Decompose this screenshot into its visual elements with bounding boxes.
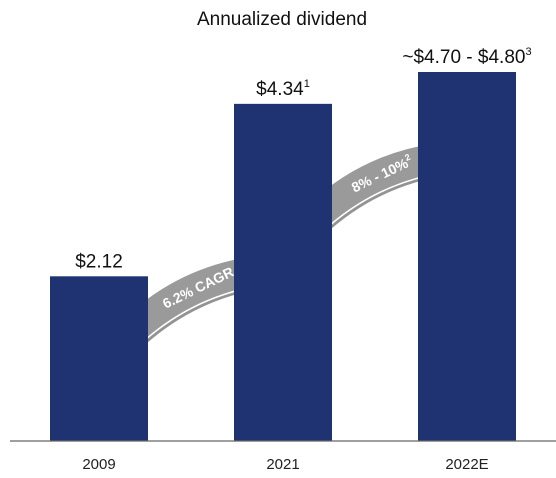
labels-layer: $2.12 $4.341 ~$4.70 - $4.803	[75, 46, 531, 272]
x-tick-2021: 2021	[266, 456, 299, 473]
data-label-2021: $4.341	[256, 78, 310, 100]
x-tick-2009: 2009	[82, 456, 115, 473]
bar-2009	[50, 276, 148, 441]
ticks-layer: 2009 2021 2022E	[82, 456, 488, 473]
bars-layer	[50, 72, 516, 441]
x-tick-2022E: 2022E	[445, 456, 488, 473]
bar-2022E	[418, 72, 516, 441]
data-label-2009: $2.12	[75, 251, 123, 272]
data-label-2022E: ~$4.70 - $4.803	[402, 46, 531, 68]
chart-title: Annualized dividend	[197, 9, 367, 30]
bar-2021	[234, 103, 332, 441]
